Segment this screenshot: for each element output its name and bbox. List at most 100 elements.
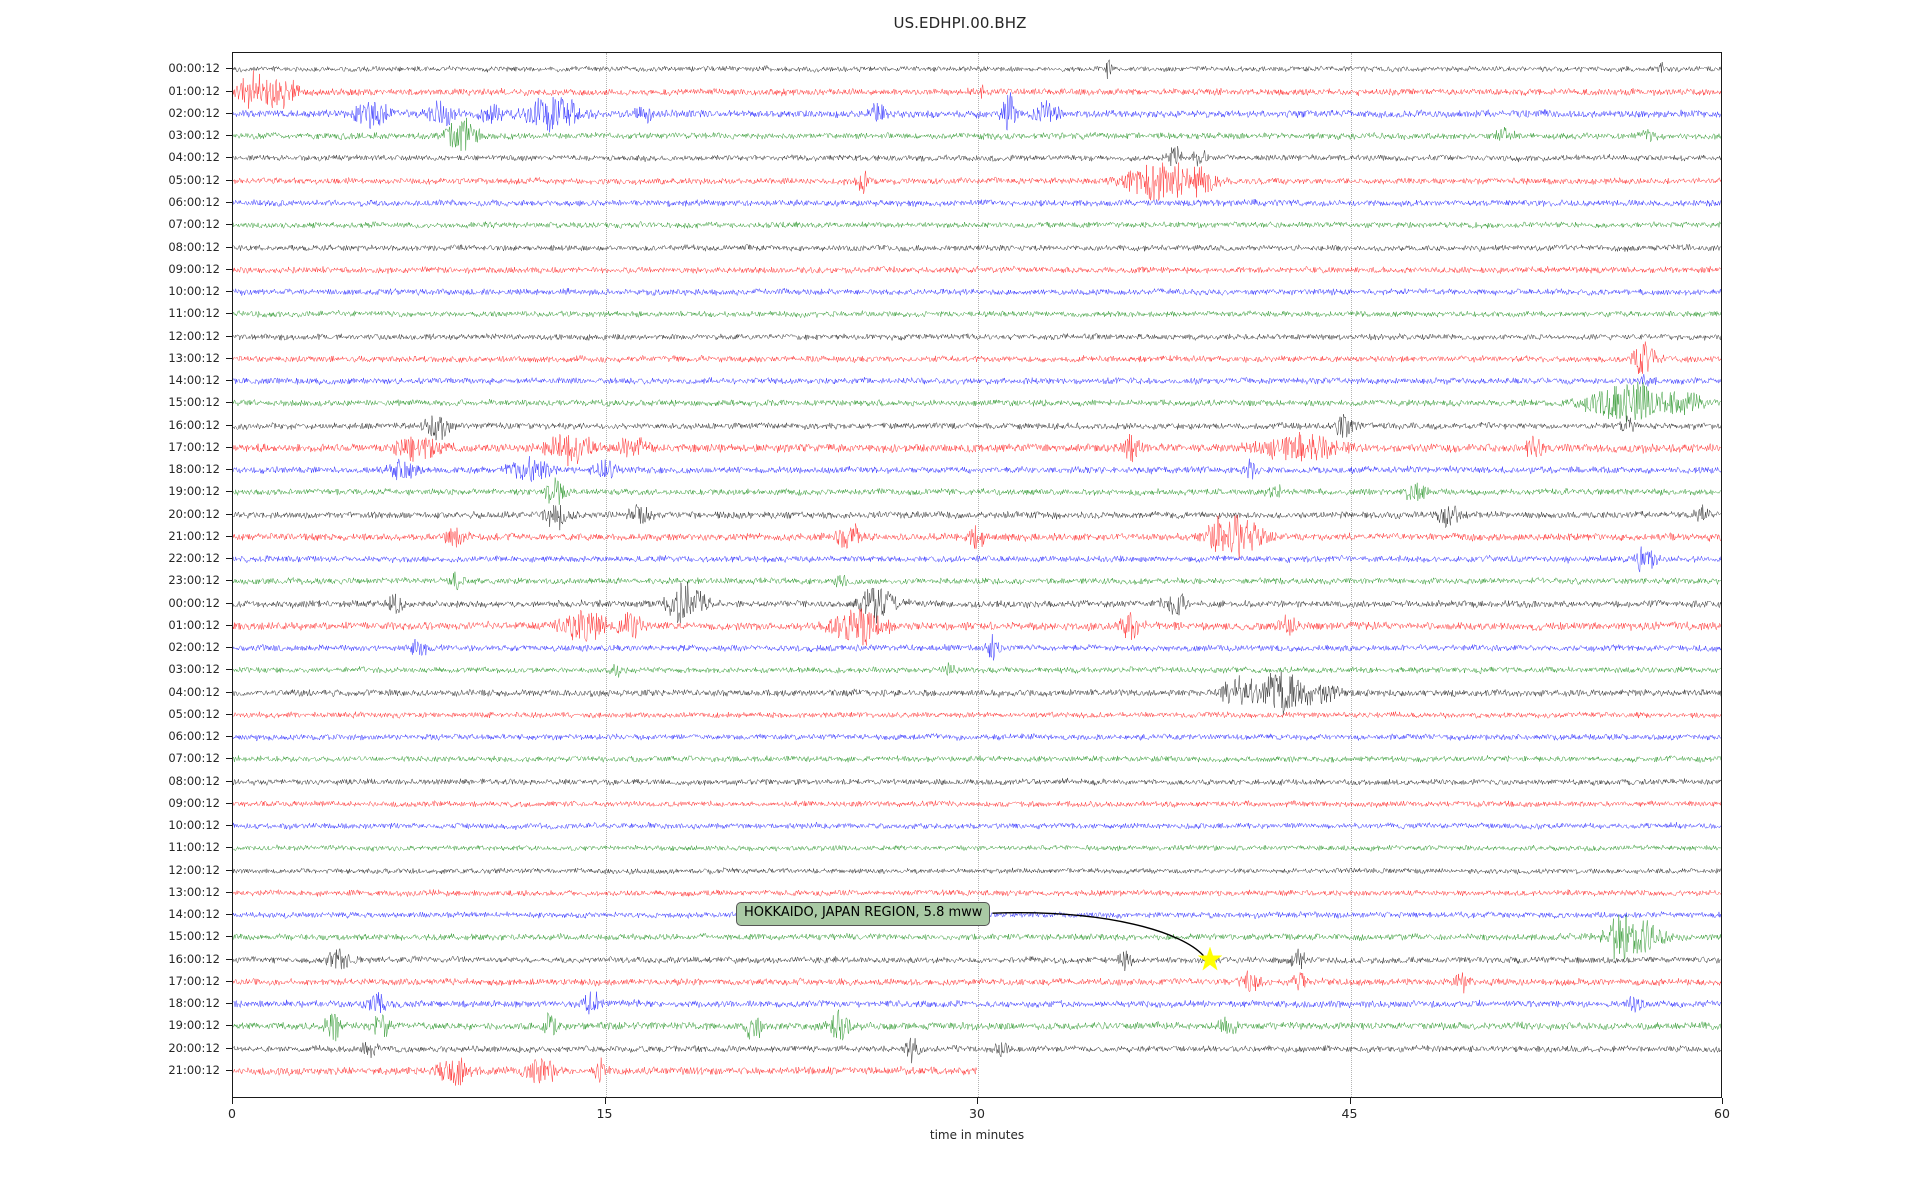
- seismogram-trace: [233, 158, 1721, 204]
- seismogram-trace: [233, 291, 1721, 337]
- y-tick-mark: [226, 914, 232, 916]
- y-tick-mark: [226, 825, 232, 827]
- y-tick-mark: [226, 268, 232, 270]
- y-tick-label: 14:00:12: [168, 907, 220, 922]
- y-tick-label: 08:00:12: [168, 773, 220, 788]
- seismogram-trace: [233, 469, 1721, 515]
- y-tick-label: 04:00:12: [168, 684, 220, 699]
- y-tick-label: 01:00:12: [168, 83, 220, 98]
- y-tick-mark: [226, 357, 232, 359]
- y-tick-label: 23:00:12: [168, 573, 220, 588]
- seismogram-trace: [233, 692, 1721, 738]
- y-tick-label: 12:00:12: [168, 862, 220, 877]
- y-tick-mark: [226, 1003, 232, 1005]
- seismogram-trace: [233, 536, 1721, 582]
- y-tick-mark: [226, 157, 232, 159]
- y-tick-mark: [226, 469, 232, 471]
- y-tick-label: 09:00:12: [168, 795, 220, 810]
- y-tick-mark: [226, 335, 232, 337]
- x-tick-mark: [232, 1098, 233, 1104]
- y-tick-label: 15:00:12: [168, 395, 220, 410]
- seismogram-trace: [233, 358, 1721, 404]
- y-tick-mark: [226, 624, 232, 626]
- seismogram-trace: [233, 914, 1721, 960]
- y-tick-label: 07:00:12: [168, 751, 220, 766]
- y-tick-label: 03:00:12: [168, 128, 220, 143]
- y-tick-mark: [226, 647, 232, 649]
- seismogram-trace: [233, 180, 1721, 226]
- x-gridline: [1350, 53, 1352, 1097]
- seismogram-trace: [233, 581, 1721, 627]
- seismogram-trace: [233, 937, 1721, 983]
- event-annotation-label[interactable]: HOKKAIDO, JAPAN REGION, 5.8 mww: [735, 902, 991, 926]
- x-tick-mark: [604, 1098, 606, 1104]
- y-tick-mark: [226, 847, 232, 849]
- x-tick-label: 60: [1714, 1106, 1730, 1121]
- seismogram-trace: [233, 380, 1721, 426]
- y-tick-mark: [226, 535, 232, 537]
- y-tick-mark: [226, 602, 232, 604]
- y-tick-mark: [226, 691, 232, 693]
- seismogram-trace: [233, 959, 1721, 1005]
- y-tick-mark: [226, 513, 232, 515]
- y-tick-label: 05:00:12: [168, 706, 220, 721]
- y-tick-label: 09:00:12: [168, 261, 220, 276]
- y-tick-mark: [226, 135, 232, 137]
- y-tick-label: 21:00:12: [168, 528, 220, 543]
- x-tick-label: 30: [969, 1106, 985, 1121]
- y-tick-label: 01:00:12: [168, 617, 220, 632]
- seismogram-trace: [233, 135, 1721, 181]
- seismogram-trace: [233, 603, 1721, 649]
- y-tick-mark: [226, 802, 232, 804]
- y-tick-label: 06:00:12: [168, 195, 220, 209]
- x-tick-mark: [977, 1098, 978, 1104]
- page-title: US.EDHPI.00.BHZ: [893, 14, 1027, 32]
- seismogram-trace: [233, 714, 1721, 760]
- seismogram-trace: [233, 870, 1721, 916]
- y-tick-label: 15:00:12: [168, 929, 220, 944]
- y-tick-label: 20:00:12: [168, 506, 220, 521]
- x-axis-title: time in minutes: [929, 1128, 1025, 1142]
- y-tick-mark: [226, 202, 232, 203]
- seismogram-trace: [233, 314, 1721, 360]
- y-tick-mark: [226, 446, 232, 448]
- seismogram-trace: [233, 113, 1721, 159]
- y-tick-mark: [226, 713, 232, 715]
- seismogram-trace: [233, 803, 1721, 849]
- y-tick-mark: [226, 380, 232, 382]
- seismogram-trace: [233, 825, 1721, 871]
- y-tick-label: 11:00:12: [168, 840, 220, 855]
- seismogram-trace: [233, 1003, 1721, 1049]
- y-tick-label: 18:00:12: [168, 996, 220, 1011]
- seismogram-trace: [233, 336, 1721, 382]
- y-tick-label: 18:00:12: [168, 462, 220, 477]
- y-tick-label: 02:00:12: [168, 640, 220, 655]
- seismogram-trace: [233, 1048, 1721, 1094]
- seismogram-trace: [233, 447, 1721, 493]
- y-tick-mark: [226, 491, 232, 493]
- y-tick-mark: [226, 424, 232, 426]
- y-tick-mark: [226, 246, 232, 248]
- y-tick-label: 00:00:12: [168, 595, 220, 610]
- y-tick-mark: [226, 958, 232, 960]
- y-tick-mark: [226, 736, 232, 738]
- y-tick-label: 02:00:12: [168, 105, 220, 120]
- y-tick-label: 20:00:12: [168, 1040, 220, 1055]
- x-gridline: [978, 53, 979, 1097]
- seismogram-trace: [233, 247, 1721, 293]
- y-tick-mark: [226, 891, 232, 893]
- y-tick-label: 12:00:12: [168, 328, 220, 343]
- seismogram-trace: [233, 425, 1721, 471]
- seismogram-trace: [233, 225, 1721, 271]
- x-tick-mark: [1349, 1098, 1351, 1104]
- seismogram-trace: [233, 736, 1721, 782]
- y-tick-label: 00:00:12: [168, 61, 220, 76]
- y-tick-label: 11:00:12: [168, 306, 220, 321]
- y-tick-mark: [226, 112, 232, 114]
- y-tick-label: 17:00:12: [168, 973, 220, 988]
- y-tick-label: 08:00:12: [168, 239, 220, 254]
- y-tick-label: 19:00:12: [168, 484, 220, 499]
- y-tick-label: 10:00:12: [168, 818, 220, 833]
- x-tick-label: 0: [228, 1106, 236, 1121]
